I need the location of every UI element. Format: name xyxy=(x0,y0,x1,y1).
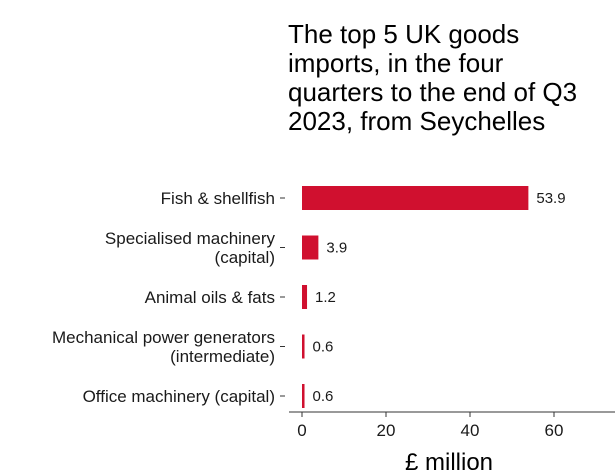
x-axis-label: £ million xyxy=(405,449,493,475)
value-label: 1.2 xyxy=(315,289,336,306)
category-label: Office machinery (capital) xyxy=(83,387,275,406)
value-label: 0.6 xyxy=(313,339,334,356)
category-label: Specialised machinery (capital) xyxy=(105,229,276,267)
category-label: Fish & shellfish xyxy=(161,189,275,208)
value-label: 0.6 xyxy=(313,388,334,405)
value-label: 3.9 xyxy=(326,240,347,257)
x-tick-label: 60 xyxy=(545,421,564,440)
bar xyxy=(302,285,308,309)
x-tick-label: 20 xyxy=(377,421,396,440)
x-axis: 0 20 40 60 £ million xyxy=(289,411,615,475)
value-labels: 53.9 3.9 1.2 0.6 0.6 xyxy=(313,190,566,405)
category-label: Mechanical power generators (intermediate… xyxy=(52,328,275,366)
bar xyxy=(302,384,305,408)
x-tick-label: 40 xyxy=(461,421,480,440)
bar xyxy=(302,334,305,359)
value-label: 53.9 xyxy=(536,190,565,207)
bars-group xyxy=(302,186,529,408)
bar xyxy=(302,186,529,210)
category-label: Animal oils & fats xyxy=(145,288,275,307)
bar xyxy=(302,235,319,260)
chart-title: The top 5 UK goods imports, in the four … xyxy=(288,19,578,136)
category-labels: Fish & shellfish Specialised machinery (ca… xyxy=(52,189,285,406)
x-tick-label: 0 xyxy=(297,421,306,440)
